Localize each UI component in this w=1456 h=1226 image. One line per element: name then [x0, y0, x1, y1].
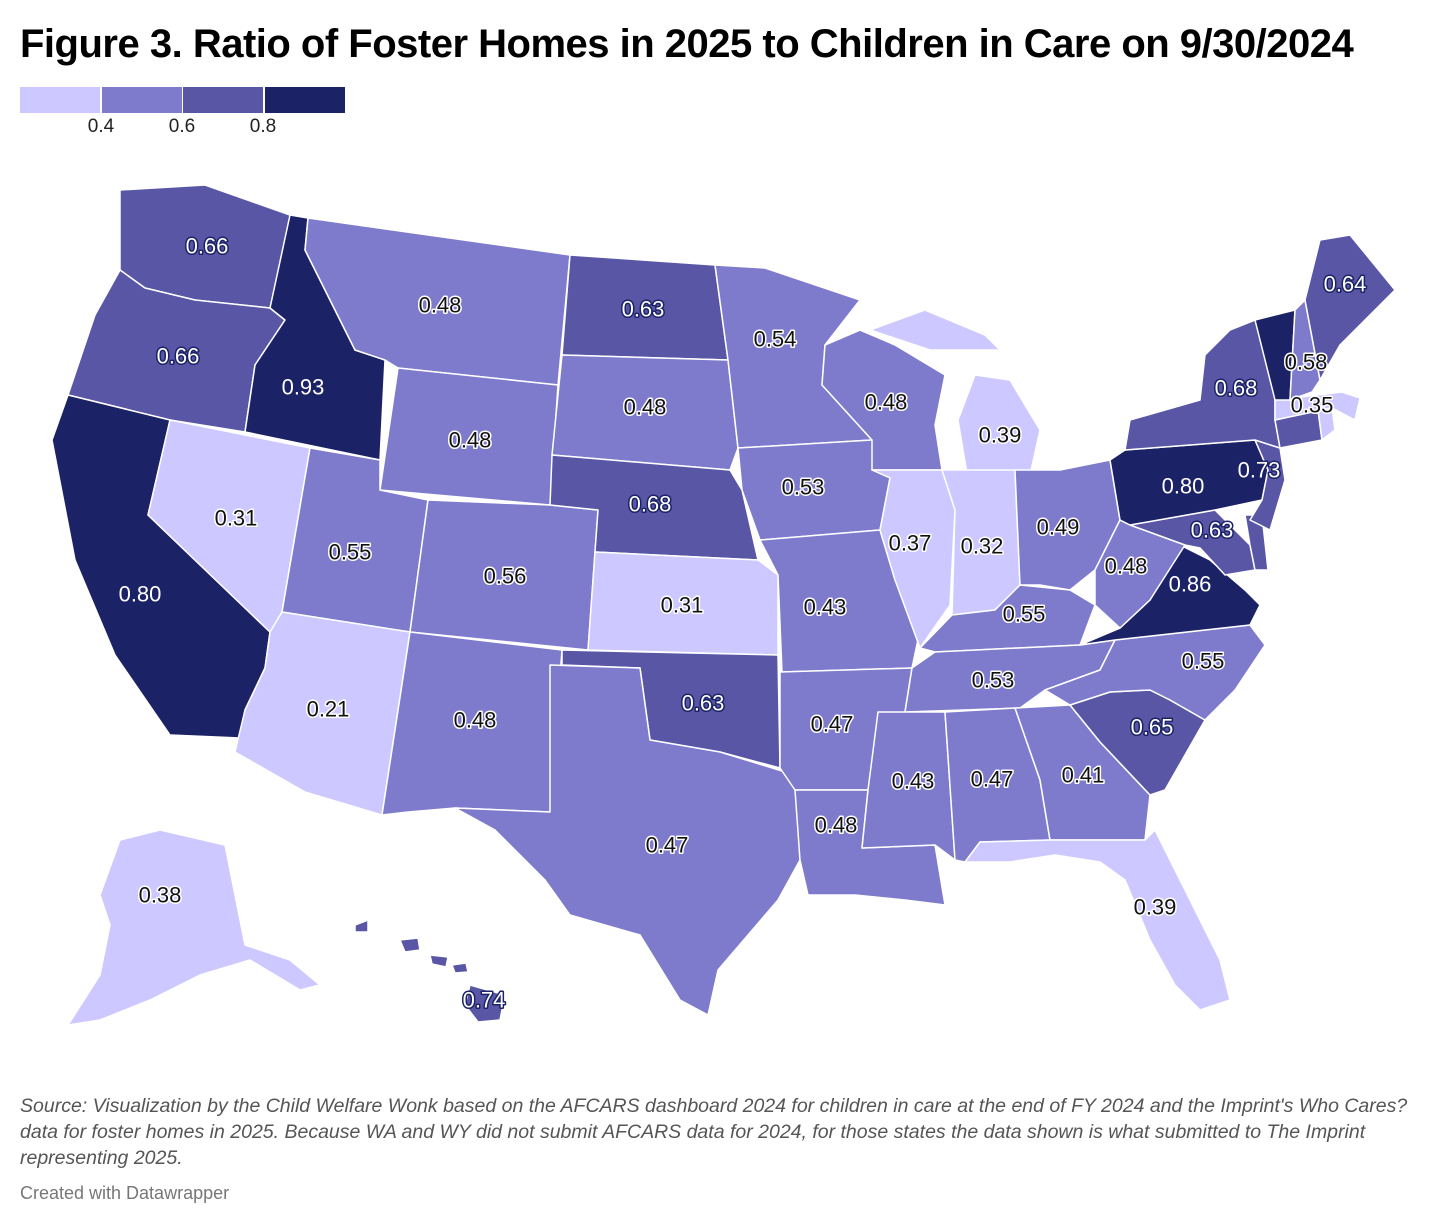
datawrapper-credit: Created with Datawrapper — [20, 1183, 230, 1203]
state-label-ne: 0.68 — [629, 492, 672, 517]
state-label-ms: 0.43 — [892, 769, 935, 794]
state-label-id: 0.93 — [282, 375, 325, 400]
state-label-nm: 0.48 — [454, 708, 497, 733]
state-label-oh: 0.49 — [1037, 515, 1080, 540]
state-label-in: 0.32 — [961, 534, 1004, 559]
state-nc[interactable] — [1044, 624, 1266, 721]
legend-tick-1: 0.4 — [87, 116, 115, 137]
state-label-nd: 0.63 — [622, 297, 665, 322]
state-sd[interactable] — [551, 354, 739, 471]
state-nj[interactable] — [1249, 439, 1286, 531]
source-note: Source: Visualization by the Child Welfa… — [20, 1095, 1408, 1169]
state-label-me: 0.64 — [1324, 272, 1367, 297]
state-label-mi: 0.39 — [979, 423, 1022, 448]
state-label-ks: 0.31 — [661, 593, 704, 618]
state-ma[interactable] — [1274, 391, 1361, 421]
legend-swatch-4 — [264, 87, 345, 113]
state-md[interactable] — [1129, 509, 1256, 576]
state-tx[interactable] — [454, 664, 801, 1016]
state-label-co: 0.56 — [484, 564, 527, 589]
state-label-tn: 0.53 — [972, 668, 1015, 693]
state-me[interactable] — [1304, 234, 1396, 381]
state-fl[interactable] — [964, 829, 1231, 1011]
legend-swatch-1 — [20, 87, 100, 113]
state-label-tx: 0.47 — [646, 833, 689, 858]
state-label-mn: 0.54 — [754, 327, 797, 352]
state-label-ca: 0.80 — [119, 582, 162, 607]
state-label-ut: 0.55 — [329, 540, 372, 565]
legend-color-bar — [20, 87, 346, 113]
state-label-sc: 0.65 — [1131, 715, 1174, 740]
state-label-fl: 0.39 — [1134, 895, 1177, 920]
state-ks[interactable] — [587, 551, 779, 656]
state-label-ky: 0.55 — [1003, 602, 1046, 627]
state-label-il: 0.37 — [889, 531, 932, 556]
color-legend: 0.4 0.6 0.8 — [20, 87, 346, 137]
state-label-wv: 0.48 — [1105, 554, 1148, 579]
state-label-nh: 0.58 — [1285, 350, 1328, 375]
state-label-pa: 0.80 — [1162, 474, 1205, 499]
state-label-ga: 0.41 — [1062, 763, 1105, 788]
state-label-ak: 0.38 — [139, 883, 182, 908]
state-label-az: 0.21 — [307, 697, 350, 722]
state-label-hi: 0.74 — [463, 988, 506, 1013]
state-label-la: 0.48 — [815, 813, 858, 838]
state-label-wa: 0.66 — [186, 234, 229, 259]
state-label-ar: 0.47 — [811, 712, 854, 737]
state-wi[interactable] — [821, 329, 946, 471]
us-map-svg: 0.66 0.66 0.80 0.93 0.31 0.48 0.48 0.55 … — [51, 184, 1396, 1026]
state-label-nc: 0.55 — [1182, 649, 1225, 674]
legend-ticks: 0.4 0.6 0.8 — [20, 113, 346, 137]
state-label-nj: 0.73 — [1238, 458, 1281, 483]
state-label-ia: 0.53 — [782, 475, 825, 500]
state-ak[interactable] — [67, 829, 321, 1026]
state-label-mt: 0.48 — [419, 293, 462, 318]
legend-tick-3: 0.8 — [249, 116, 277, 137]
legend-swatch-3 — [183, 87, 263, 113]
state-label-nv: 0.31 — [215, 506, 258, 531]
state-label-ny: 0.68 — [1215, 376, 1258, 401]
state-label-ok: 0.63 — [682, 691, 725, 716]
legend-swatch-2 — [101, 87, 182, 113]
legend-tick-2: 0.6 — [168, 116, 196, 137]
state-label-md: 0.63 — [1191, 518, 1234, 543]
state-label-mo: 0.43 — [804, 595, 847, 620]
choropleth-map: 0.66 0.66 0.80 0.93 0.31 0.48 0.48 0.55 … — [51, 184, 1396, 1026]
state-label-wi: 0.48 — [865, 390, 908, 415]
state-label-al: 0.47 — [971, 767, 1014, 792]
state-hi[interactable] — [354, 919, 506, 1023]
state-nh[interactable] — [1289, 299, 1321, 401]
state-label-ma: 0.35 — [1291, 393, 1334, 418]
chart-title: Figure 3. Ratio of Foster Homes in 2025 … — [20, 22, 1354, 66]
state-label-sd: 0.48 — [624, 395, 667, 420]
state-label-va: 0.86 — [1169, 572, 1212, 597]
state-label-or: 0.66 — [157, 344, 200, 369]
state-label-wy: 0.48 — [449, 428, 492, 453]
